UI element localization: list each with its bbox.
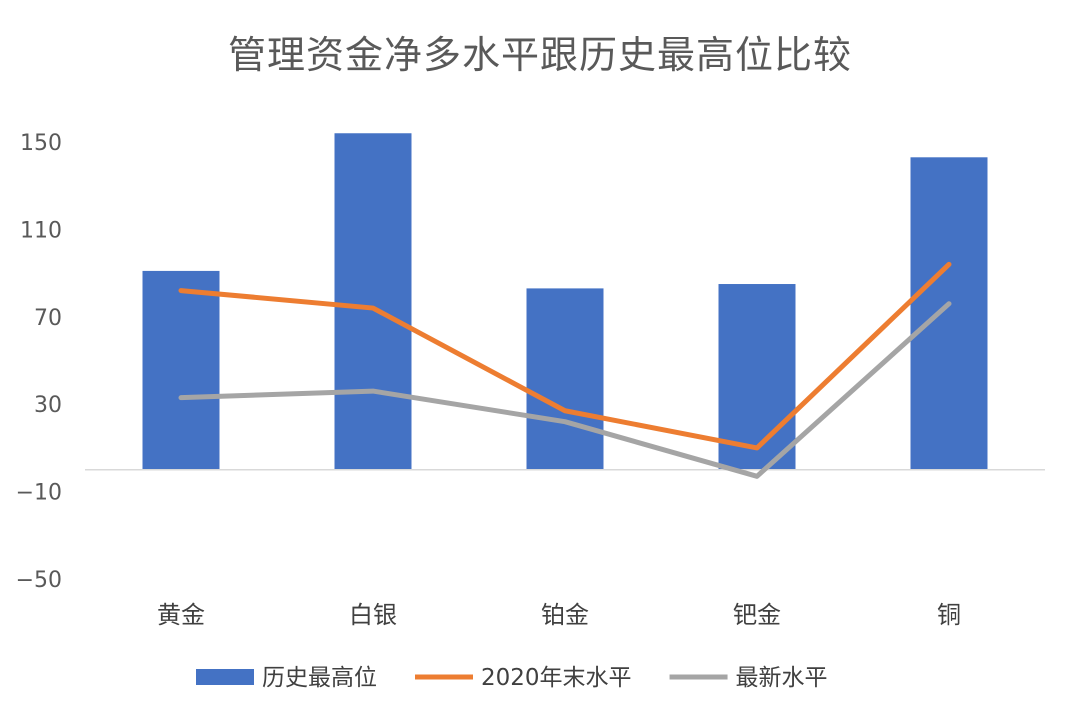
bar-铜 [910,157,988,470]
legend-label: 历史最高位 [262,665,377,691]
y-tick-label: −50 [16,568,62,593]
chart-title: 管理资金净多水平跟历史最高位比较 [227,33,852,77]
legend-swatch-bar [196,669,254,685]
y-tick-label: 110 [20,218,62,243]
y-tick-label: 70 [34,306,62,331]
legend-label: 2020年末水平 [481,665,632,691]
x-tick-label: 黄金 [157,601,205,629]
y-tick-label: 30 [34,393,62,418]
line-series-1 [178,261,952,451]
bar-白银 [334,133,412,470]
bar-钯金 [718,284,796,470]
bar-黄金 [142,270,220,470]
x-tick-label: 铜 [937,601,961,629]
x-tick-label: 白银 [349,601,397,629]
bar-铂金 [526,288,604,470]
y-tick-label: 150 [20,131,62,156]
legend-label: 最新水平 [736,665,828,691]
x-tick-label: 钯金 [733,601,781,629]
x-tick-label: 铂金 [541,601,589,629]
line-series-2 [178,301,952,479]
y-tick-label: −10 [16,481,62,506]
